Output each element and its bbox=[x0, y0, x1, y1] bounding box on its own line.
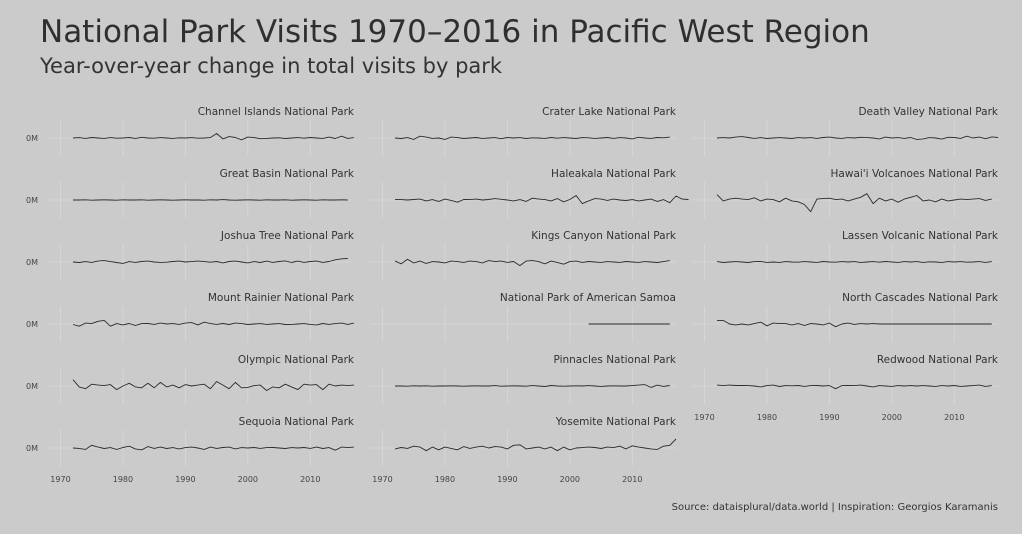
x-tick-label: 2010 bbox=[300, 475, 320, 484]
x-tick-label: 2000 bbox=[238, 475, 258, 484]
series-line bbox=[717, 319, 992, 328]
facet-title: Joshua Tree National Park bbox=[220, 230, 355, 242]
series-line bbox=[394, 438, 677, 452]
series-line bbox=[394, 258, 670, 267]
y-tick-label: 0M bbox=[26, 258, 38, 267]
series-line bbox=[716, 193, 992, 213]
series-line bbox=[73, 199, 348, 201]
x-tick-label: 1980 bbox=[113, 475, 133, 484]
chart-subtitle: Year-over-year change in total visits by… bbox=[40, 54, 503, 78]
x-tick-label: 2000 bbox=[882, 413, 902, 422]
series-line bbox=[72, 133, 355, 141]
facet-title: National Park of American Samoa bbox=[500, 292, 676, 304]
series-line bbox=[395, 195, 689, 205]
series-line bbox=[72, 257, 348, 264]
series-line bbox=[394, 135, 670, 140]
x-tick-label: 1970 bbox=[372, 475, 392, 484]
chart-caption: Source: dataisplural/data.world | Inspir… bbox=[671, 502, 998, 513]
x-tick-label: 1990 bbox=[175, 475, 195, 484]
chart-title: National Park Visits 1970–2016 in Pacifi… bbox=[40, 14, 870, 50]
facet-title: Hawai'i Volcanoes National Park bbox=[831, 168, 999, 180]
y-tick-label: 0M bbox=[26, 134, 38, 143]
series-line bbox=[716, 261, 992, 263]
facet-title: Yosemite National Park bbox=[555, 416, 677, 428]
x-tick-label: 1970 bbox=[50, 475, 70, 484]
series-line bbox=[72, 379, 355, 391]
series-line bbox=[716, 135, 999, 140]
x-tick-label: 2010 bbox=[944, 413, 964, 422]
x-tick-label: 2010 bbox=[622, 475, 642, 484]
y-tick-label: 0M bbox=[26, 196, 38, 205]
x-tick-label: 1990 bbox=[497, 475, 517, 484]
series-line bbox=[716, 384, 992, 390]
facet-title: Great Basin National Park bbox=[220, 168, 355, 180]
facet-title: Sequoia National Park bbox=[239, 416, 355, 428]
facet-title: Mount Rainier National Park bbox=[208, 292, 355, 304]
x-tick-label: 1970 bbox=[694, 413, 714, 422]
series-line bbox=[395, 384, 670, 388]
facet-title: Crater Lake National Park bbox=[542, 106, 677, 118]
y-tick-label: 0M bbox=[26, 382, 38, 391]
facet-title: North Cascades National Park bbox=[842, 292, 999, 304]
facet-title: Kings Canyon National Park bbox=[531, 230, 677, 242]
facet-title: Pinnacles National Park bbox=[553, 354, 676, 366]
x-tick-label: 2000 bbox=[560, 475, 580, 484]
facet-title: Olympic National Park bbox=[238, 354, 355, 366]
facet-title: Redwood National Park bbox=[877, 354, 999, 366]
facet-title: Haleakala National Park bbox=[551, 168, 677, 180]
series-line bbox=[72, 319, 355, 327]
facet-title: Channel Islands National Park bbox=[198, 106, 355, 118]
facet-title: Death Valley National Park bbox=[858, 106, 998, 118]
y-tick-label: 0M bbox=[26, 320, 38, 329]
y-tick-label: 0M bbox=[26, 444, 38, 453]
x-tick-label: 1990 bbox=[819, 413, 839, 422]
x-tick-label: 1980 bbox=[757, 413, 777, 422]
x-tick-label: 1980 bbox=[435, 475, 455, 484]
series-line bbox=[72, 444, 355, 451]
facet-title: Lassen Volcanic National Park bbox=[842, 230, 999, 242]
